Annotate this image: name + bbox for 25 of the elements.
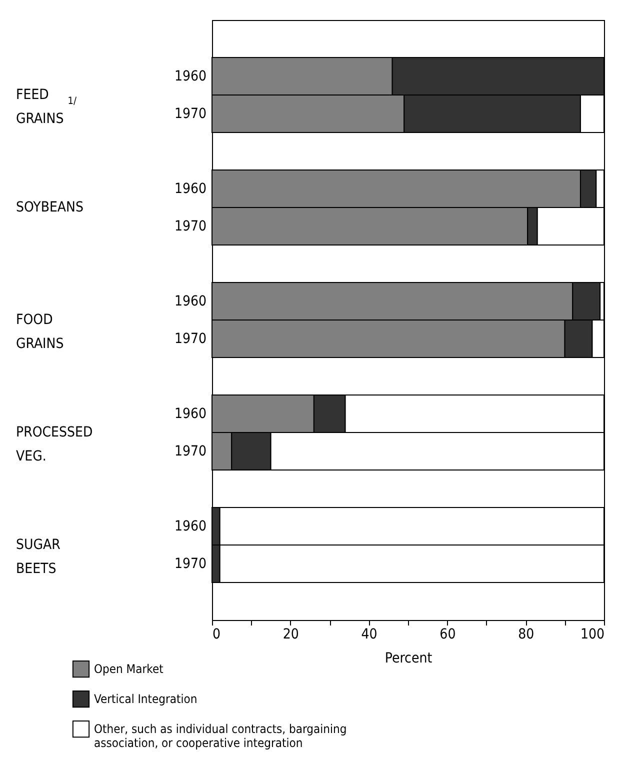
- x-tick-label: 80: [518, 626, 534, 642]
- x-tick-label: 60: [440, 626, 456, 642]
- x-tick-label: 100: [580, 626, 604, 642]
- y-tick-label: 1960: [174, 180, 206, 197]
- x-tick-label: 40: [361, 626, 378, 642]
- x-axis-title: Percent: [384, 650, 432, 666]
- y-tick-label: 1960: [174, 68, 206, 84]
- text: FEED GRAINS1/: [16, 87, 77, 127]
- x-tick-label: 0: [212, 626, 221, 642]
- y-tick-label: 1970: [174, 330, 206, 347]
- text: PROCESSED VEG.: [16, 424, 93, 464]
- text: SOYBEANS: [16, 200, 84, 216]
- text: SUGAR BEETS: [16, 537, 61, 577]
- y-tick-label: 1960: [174, 518, 206, 534]
- y-tick-label: 1970: [174, 218, 206, 234]
- x-tick-label: 20: [282, 626, 299, 642]
- y-tick-label: 1960: [174, 406, 206, 422]
- y-tick-label: 1970: [174, 443, 206, 460]
- y-tick-label: 1960: [174, 293, 206, 310]
- legend-label: Other, such as individual contracts, bargaining association, or cooperative integration: [94, 722, 347, 750]
- legend-label: Vertical Integration: [94, 692, 198, 706]
- text: FOOD GRAINS: [16, 312, 64, 352]
- y-tick-label: 1970: [174, 556, 206, 572]
- y-tick-label: 1970: [174, 106, 206, 122]
- legend-label: Open Market: [94, 662, 164, 676]
